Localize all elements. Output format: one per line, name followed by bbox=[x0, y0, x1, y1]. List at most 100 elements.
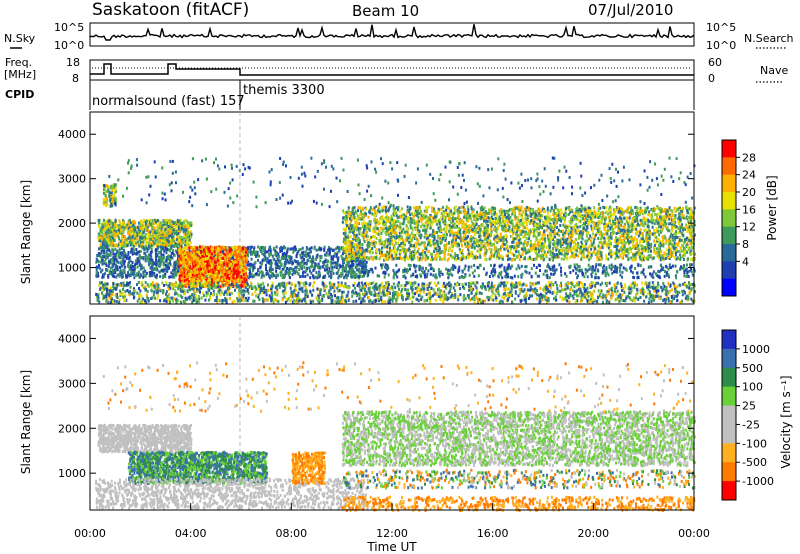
echo-cell bbox=[323, 245, 326, 249]
echo-cell bbox=[391, 285, 394, 289]
echo-cell bbox=[113, 229, 116, 232]
echo-cell bbox=[191, 248, 194, 252]
echo-cell bbox=[143, 228, 146, 232]
echo-cell bbox=[145, 239, 147, 243]
echo-cell bbox=[363, 267, 366, 271]
echo-cell bbox=[670, 300, 673, 303]
echo-cell bbox=[526, 288, 529, 292]
echo-cell bbox=[145, 220, 148, 223]
echo-cell bbox=[154, 252, 157, 256]
echo-cell bbox=[514, 285, 517, 289]
echo-cell bbox=[650, 300, 653, 303]
echo-cell bbox=[152, 244, 155, 248]
echo-cell bbox=[305, 252, 308, 256]
echo-cell bbox=[506, 287, 509, 291]
echo-cell bbox=[132, 246, 135, 250]
echo-cell bbox=[244, 262, 247, 266]
echo-cell bbox=[239, 248, 242, 252]
echo-cell bbox=[156, 249, 159, 253]
echo-cell bbox=[184, 249, 187, 253]
echo-cell bbox=[325, 292, 328, 296]
echo-cell bbox=[221, 262, 224, 266]
echo-cell bbox=[136, 242, 138, 246]
echo-cell bbox=[118, 274, 121, 278]
echo-cell bbox=[151, 241, 154, 245]
echo-cell bbox=[349, 264, 352, 268]
echo-cell bbox=[239, 256, 242, 260]
echo-cell bbox=[175, 281, 177, 285]
echo-cell bbox=[276, 262, 279, 266]
echo-cell bbox=[221, 246, 224, 250]
echo-cell bbox=[188, 249, 191, 253]
echo-cell bbox=[412, 283, 415, 287]
echo-cell bbox=[498, 300, 501, 304]
echo-cell bbox=[205, 264, 208, 268]
echo-cell bbox=[633, 283, 636, 287]
echo-cell bbox=[113, 233, 116, 237]
echo-cell bbox=[173, 267, 176, 271]
echo-cell bbox=[249, 265, 252, 269]
echo-cell bbox=[209, 295, 212, 298]
echo-cell bbox=[681, 289, 684, 293]
echo-cell bbox=[98, 252, 100, 256]
echo-cell bbox=[101, 275, 104, 279]
echo-cell bbox=[361, 251, 364, 255]
echo-cell bbox=[216, 260, 219, 264]
echo-cell bbox=[188, 274, 191, 278]
echo-cell bbox=[102, 233, 105, 236]
echo-cell bbox=[241, 263, 244, 267]
echo-cell bbox=[243, 267, 245, 270]
echo-cell bbox=[366, 249, 369, 253]
echo-cell bbox=[144, 299, 146, 303]
echo-cell bbox=[159, 299, 162, 303]
echo-cell bbox=[688, 281, 690, 285]
echo-cell bbox=[119, 292, 122, 296]
echo-cell bbox=[212, 274, 215, 278]
echo-cell bbox=[193, 262, 195, 266]
echo-cell bbox=[231, 257, 234, 260]
echo-cell bbox=[293, 249, 296, 252]
echo-cell bbox=[361, 292, 364, 296]
echo-cell bbox=[181, 276, 184, 280]
echo-cell bbox=[200, 249, 203, 253]
echo-cell bbox=[309, 269, 311, 273]
echo-cell bbox=[578, 291, 581, 295]
echo-cell bbox=[238, 245, 240, 249]
echo-cell bbox=[294, 286, 297, 290]
echo-cell bbox=[165, 242, 168, 245]
echo-cell bbox=[108, 249, 111, 253]
echo-cell bbox=[556, 287, 559, 291]
echo-cell bbox=[207, 273, 210, 277]
echo-cell bbox=[331, 266, 334, 269]
echo-cell bbox=[590, 281, 593, 284]
echo-cell bbox=[223, 252, 225, 256]
echo-cell bbox=[287, 273, 290, 277]
echo-cell bbox=[114, 236, 117, 239]
echo-cell bbox=[160, 239, 163, 242]
echo-cell bbox=[127, 256, 130, 260]
echo-cell bbox=[123, 228, 126, 232]
echo-cell bbox=[286, 247, 289, 251]
echo-cell bbox=[418, 293, 421, 297]
echo-cell bbox=[120, 270, 123, 274]
echo-cell bbox=[217, 298, 220, 302]
cpid-entry-normalsound: normalsound (fast) 157 bbox=[92, 94, 245, 109]
echo-cell bbox=[216, 258, 219, 262]
echo-cell bbox=[116, 259, 119, 263]
echo-cell bbox=[191, 246, 194, 250]
echo-cell bbox=[623, 291, 626, 294]
echo-cell bbox=[217, 248, 220, 252]
echo-cell bbox=[317, 273, 320, 277]
echo-cell bbox=[207, 250, 210, 254]
echo-cell bbox=[211, 278, 213, 282]
echo-cell bbox=[330, 274, 332, 278]
echo-cell bbox=[491, 290, 494, 293]
echo-cell bbox=[271, 268, 274, 272]
echo-cell bbox=[99, 231, 102, 235]
echo-cell bbox=[286, 258, 289, 262]
echo-cell bbox=[258, 298, 261, 301]
echo-cell bbox=[202, 291, 205, 295]
echo-cell bbox=[685, 295, 688, 299]
echo-cell bbox=[227, 257, 230, 261]
echo-cell bbox=[251, 269, 254, 273]
